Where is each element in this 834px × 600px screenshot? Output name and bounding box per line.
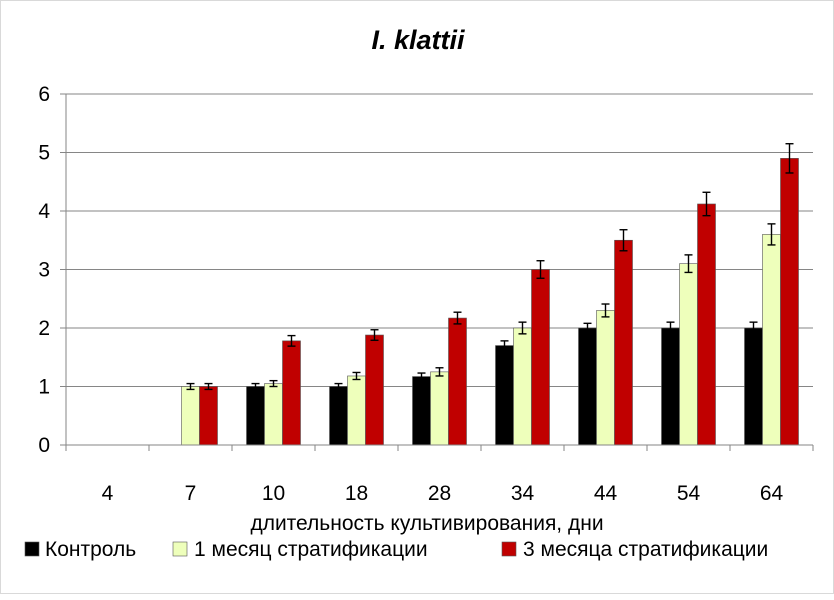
legend-item-0: Контроль — [24, 538, 136, 561]
bar-series0-cat6 — [578, 327, 597, 446]
bar-series2-cat6 — [614, 239, 633, 446]
bar-series2-cat1 — [199, 386, 218, 446]
y-tick-label: 2 — [38, 317, 50, 340]
bar-series0-cat5 — [495, 345, 514, 446]
y-tick-label: 5 — [38, 142, 50, 165]
error-bar-series2-cat6 — [619, 229, 628, 252]
x-axis-ticks: 4 7 10 18 28 34 44 54 64 — [102, 482, 784, 505]
error-bar-series2-cat2 — [287, 334, 296, 347]
legend-swatch — [501, 541, 517, 557]
error-bar-series1-cat1 — [186, 382, 195, 391]
bar-series1-cat6 — [596, 310, 615, 446]
y-tick-label: 1 — [38, 376, 50, 399]
error-bar-series0-cat4 — [417, 372, 426, 381]
error-bar-series0-cat7 — [666, 321, 675, 335]
bar-series1-cat1 — [181, 386, 200, 446]
x-axis-label: длительность культивирования, дни — [250, 512, 603, 535]
x-tick-label: 10 — [262, 482, 285, 505]
bar-series0-cat3 — [329, 386, 348, 446]
bar-series1-cat5 — [513, 327, 532, 446]
legend-swatch — [24, 541, 40, 557]
error-bar-series0-cat5 — [500, 340, 509, 351]
x-tick-label: 34 — [511, 482, 535, 505]
bar-series1-cat2 — [264, 383, 283, 446]
error-bar-series2-cat4 — [453, 311, 462, 325]
legend-label: 3 месяца стратификации — [523, 538, 768, 561]
bar-series1-cat7 — [679, 263, 698, 446]
bar-series1-cat3 — [347, 375, 366, 446]
bar-series2-cat7 — [697, 203, 716, 446]
y-tick-label: 6 — [38, 83, 50, 106]
error-bar-series2-cat7 — [702, 191, 711, 217]
error-bar-series0-cat2 — [251, 382, 260, 391]
legend: Контроль 1 месяц стратификации 3 месяца ст… — [24, 538, 768, 561]
bar-series2-cat4 — [448, 317, 467, 446]
x-tick-label: 7 — [185, 482, 197, 505]
y-axis-ticks: 0 1 2 3 4 5 6 — [38, 83, 50, 457]
x-tick-label: 64 — [760, 482, 784, 505]
y-tick-label: 4 — [38, 200, 50, 223]
bar-series0-cat7 — [661, 327, 680, 446]
x-tick-label: 44 — [594, 482, 618, 505]
error-bar-series0-cat6 — [583, 322, 592, 334]
error-bar-series2-cat5 — [536, 260, 545, 279]
legend-item-2: 3 месяца стратификации — [501, 538, 768, 561]
bar-series2-cat5 — [531, 269, 550, 446]
error-bar-series1-cat3 — [352, 371, 361, 381]
error-bar-series1-cat4 — [435, 367, 444, 377]
x-tick-label: 18 — [345, 482, 368, 505]
bar-series0-cat2 — [246, 386, 265, 446]
bar-series1-cat8 — [762, 234, 781, 446]
axes — [60, 93, 814, 451]
error-bar-series1-cat5 — [518, 321, 527, 335]
bar-series2-cat2 — [282, 340, 301, 446]
error-bar-series1-cat6 — [601, 303, 610, 318]
x-tick-label: 54 — [677, 482, 701, 505]
error-bar-series1-cat7 — [684, 254, 693, 274]
bar-series1-cat4 — [430, 371, 449, 446]
error-bar-series1-cat2 — [269, 379, 278, 388]
y-tick-label: 0 — [38, 434, 50, 457]
bar-series0-cat4 — [412, 376, 431, 446]
chart-title: I. klattii — [371, 25, 465, 55]
error-bar-series2-cat1 — [204, 382, 213, 391]
error-bar-series0-cat3 — [334, 382, 343, 391]
error-bar-series2-cat8 — [785, 143, 794, 174]
error-bar-series0-cat8 — [749, 321, 758, 335]
y-tick-label: 3 — [38, 259, 50, 282]
bars — [181, 143, 799, 446]
legend-label: Контроль — [45, 538, 136, 561]
legend-item-1: 1 месяц стратификации — [172, 538, 428, 561]
error-bar-series2-cat3 — [370, 329, 379, 341]
error-bar-series1-cat8 — [767, 223, 776, 246]
x-tick-label: 28 — [428, 482, 451, 505]
legend-swatch — [172, 541, 188, 557]
bar-series0-cat8 — [744, 327, 763, 446]
bar-series2-cat8 — [780, 158, 799, 446]
x-tick-label: 4 — [102, 482, 114, 505]
bar-series2-cat3 — [365, 334, 384, 446]
legend-label: 1 месяц стратификации — [194, 538, 428, 561]
